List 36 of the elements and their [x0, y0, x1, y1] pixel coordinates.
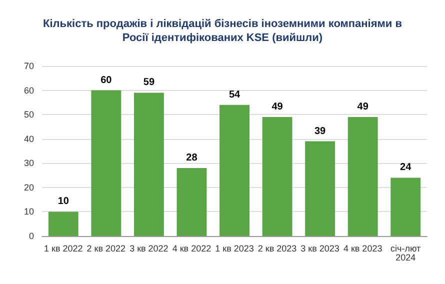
- data-label: 49: [357, 102, 369, 112]
- y-tick-label: 30: [24, 158, 34, 168]
- y-tick-label: 60: [24, 85, 34, 96]
- data-label: 10: [58, 196, 70, 208]
- x-tick-label: 3 кв 2022: [130, 244, 168, 254]
- data-label: 39: [314, 126, 326, 137]
- bar: [91, 90, 122, 236]
- bar: [262, 117, 292, 236]
- bar: [48, 212, 78, 236]
- bar: [134, 92, 164, 236]
- y-tick-label: 70: [24, 61, 34, 71]
- x-tick-label: 2 кв 2023: [258, 244, 297, 254]
- x-tick-label: січ-лют 2024: [390, 244, 421, 262]
- data-label: 24: [400, 162, 412, 174]
- y-tick-label: 40: [24, 134, 34, 144]
- bar: [305, 141, 336, 236]
- bar: [220, 104, 250, 236]
- x-tick-label: 2 кв 2022: [86, 244, 126, 254]
- data-label: 59: [143, 77, 155, 88]
- bar: [390, 178, 421, 236]
- x-tick-label: 1 кв 2022: [44, 244, 83, 254]
- bar: [348, 117, 378, 236]
- x-tick-label: 1 кв 2023: [215, 244, 254, 254]
- data-label: 28: [186, 152, 198, 164]
- data-label: 54: [228, 89, 240, 100]
- data-label: 60: [100, 74, 112, 86]
- x-tick-label: 4 кв 2023: [343, 244, 382, 254]
- data-label: 49: [272, 102, 284, 112]
- x-tick-label: 3 кв 2023: [300, 244, 340, 254]
- y-tick-label: 0: [28, 231, 34, 241]
- y-tick-label: 20: [24, 182, 34, 192]
- y-tick-label: 50: [24, 110, 34, 120]
- y-tick-label: 10: [24, 206, 34, 217]
- bar: [176, 168, 207, 236]
- chart-title: Кількість продажів і ліквідацій бізнесів іноземними компаніями в Росії ідентифікованих KSE (вийшли): [43, 18, 402, 44]
- x-tick-label: 4 кв 2022: [172, 244, 212, 254]
